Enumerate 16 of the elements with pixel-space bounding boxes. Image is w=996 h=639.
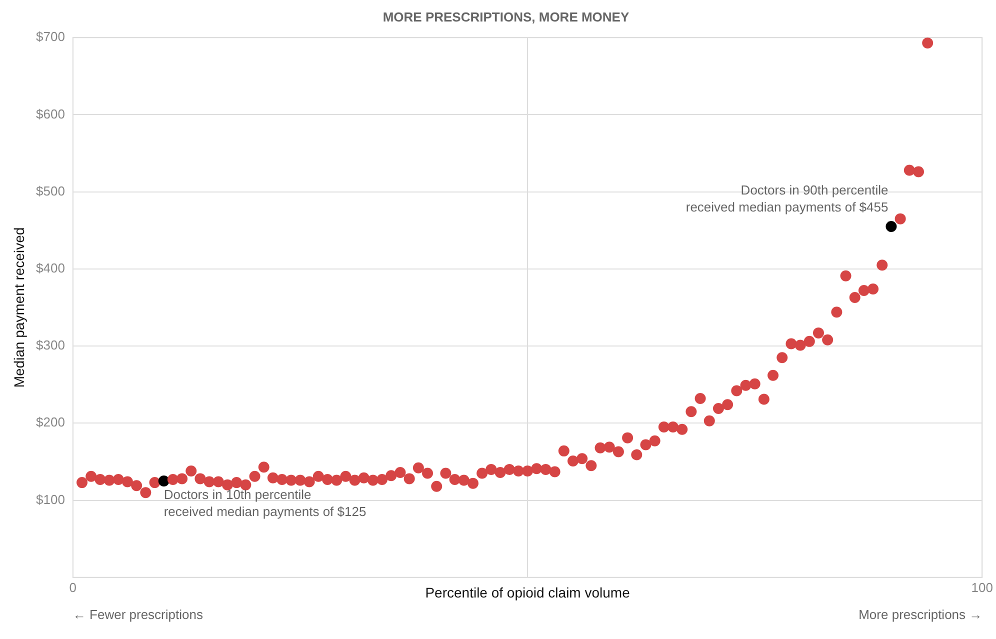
y-tick-label: $400: [36, 260, 65, 276]
y-tick-label: $300: [36, 338, 65, 353]
y-tick-label: $100: [36, 492, 65, 507]
y-tick-label: $600: [36, 106, 65, 122]
y-tick-label: $500: [36, 183, 65, 198]
y-tick-label: $200: [36, 414, 65, 430]
x-tick-label: 100: [971, 580, 994, 595]
x-tick-label: 0: [69, 580, 77, 595]
y-tick-label: $700: [36, 29, 65, 44]
y-axis-title: Median payment received: [10, 227, 27, 388]
annotation: Doctors in 90th percentile received median payments of $455: [686, 182, 888, 215]
annotation: Doctors in 10th percentile received median payments of $125: [164, 487, 366, 520]
x-axis-title: Percentile of opioid claim volume: [425, 584, 630, 600]
text: More prescriptions →: [858, 606, 982, 622]
chart-title: MORE PRESCRIPTIONS, MORE MONEY: [382, 9, 630, 24]
text: ← Fewer prescriptions: [72, 606, 204, 622]
